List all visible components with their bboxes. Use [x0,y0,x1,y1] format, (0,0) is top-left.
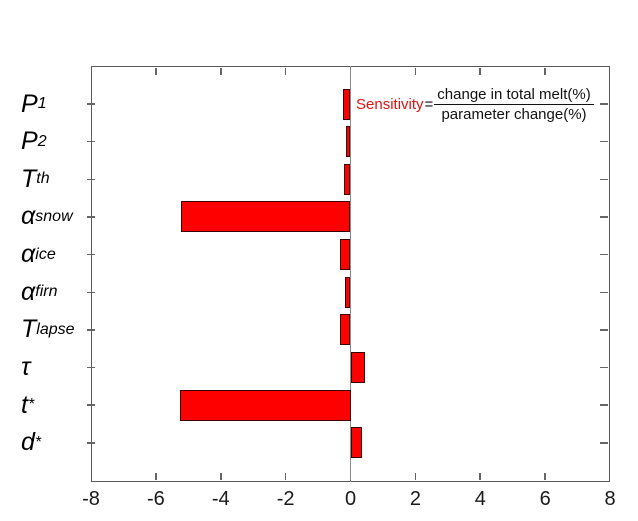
axis-tick-bottom [414,473,417,481]
y-label-main: t [21,390,28,419]
y-label-tau: τ [21,350,93,386]
bar-alpha_snow [181,201,351,233]
x-tick-label: 6 [539,488,551,510]
axis-tick-top [414,67,417,75]
axis-tick-bottom [284,473,287,481]
bar-Tth [344,163,351,195]
axis-tick-right [600,140,609,143]
axis-tick-left [87,253,95,256]
y-label-main: α [21,202,36,231]
bar-T_lapse [340,314,351,346]
bar-P1 [343,88,351,120]
axis-tick-right [600,216,609,218]
x-tick-label: 0 [344,488,357,510]
fraction-denominator: parameter change(%) [441,105,587,123]
axis-tick-bottom [219,473,222,481]
axis-tick-top [479,67,482,75]
y-label-t*: t * [21,390,35,419]
axis-tick-right [600,404,609,407]
bar-d* [350,427,362,459]
y-label-main: α [21,277,36,306]
bar-P2 [345,126,351,158]
axis-tick-left [87,103,95,105]
axis-tick-bottom [155,473,157,481]
y-label-main: α [21,240,36,269]
axis-tick-top [284,67,287,75]
bar-alpha_firn [344,276,351,308]
formula-fraction: change in total melt(%) parameter change(… [434,86,594,123]
axis-tick-right [600,442,609,444]
bar-t* [180,389,351,421]
axis-tick-left [87,216,95,218]
bar-alpha_ice [340,239,351,271]
fraction-numerator: change in total melt(%) [434,86,594,105]
y-label-main: P [21,127,38,156]
x-tick-label: -4 [211,488,230,510]
y-label-alpha_firn: α firn [21,277,58,306]
axis-tick-top [544,67,546,75]
axis-tick-left [87,329,95,331]
y-label-d*: d * [21,428,42,457]
axis-tick-bottom [479,473,482,481]
axis-tick-top [219,67,222,75]
zero-axis-line [349,66,352,482]
axis-tick-right [600,366,609,369]
axis-tick-right [600,291,609,294]
y-label-main: d [21,428,35,457]
axis-tick-right [600,329,609,331]
x-tick-label: 8 [604,488,616,510]
y-label-main: T [21,315,37,344]
axis-tick-right [600,103,609,105]
y-label-main: T [21,164,37,193]
axis-tick-left [87,366,95,369]
x-tick-label: -6 [146,488,165,510]
axis-tick-top [155,67,157,75]
y-label-main: P [21,89,38,118]
x-tick-label: -8 [82,488,100,510]
axis-tick-left [87,178,95,181]
axis-tick-left [87,140,95,143]
sensitivity-formula: Sensitivity = change in total melt(%) param… [356,81,594,127]
y-label-main: τ [21,353,31,382]
bar-tau [350,352,366,384]
axis-tick-right [600,253,609,256]
axis-tick-right [600,178,609,181]
axis-tick-left [87,442,95,444]
axis-tick-left [87,404,95,407]
y-label-alpha_ice: α ice [21,240,56,269]
y-label-alpha_snow: α snow [21,202,73,231]
x-tick-label: 4 [474,488,486,510]
axis-tick-left [87,291,95,294]
x-tick-label: -2 [276,488,295,510]
sensitivity-label: Sensitivity [356,95,424,113]
x-tick-label: 2 [409,488,421,510]
axis-tick-bottom [544,473,546,481]
equals-sign: = [424,95,434,113]
